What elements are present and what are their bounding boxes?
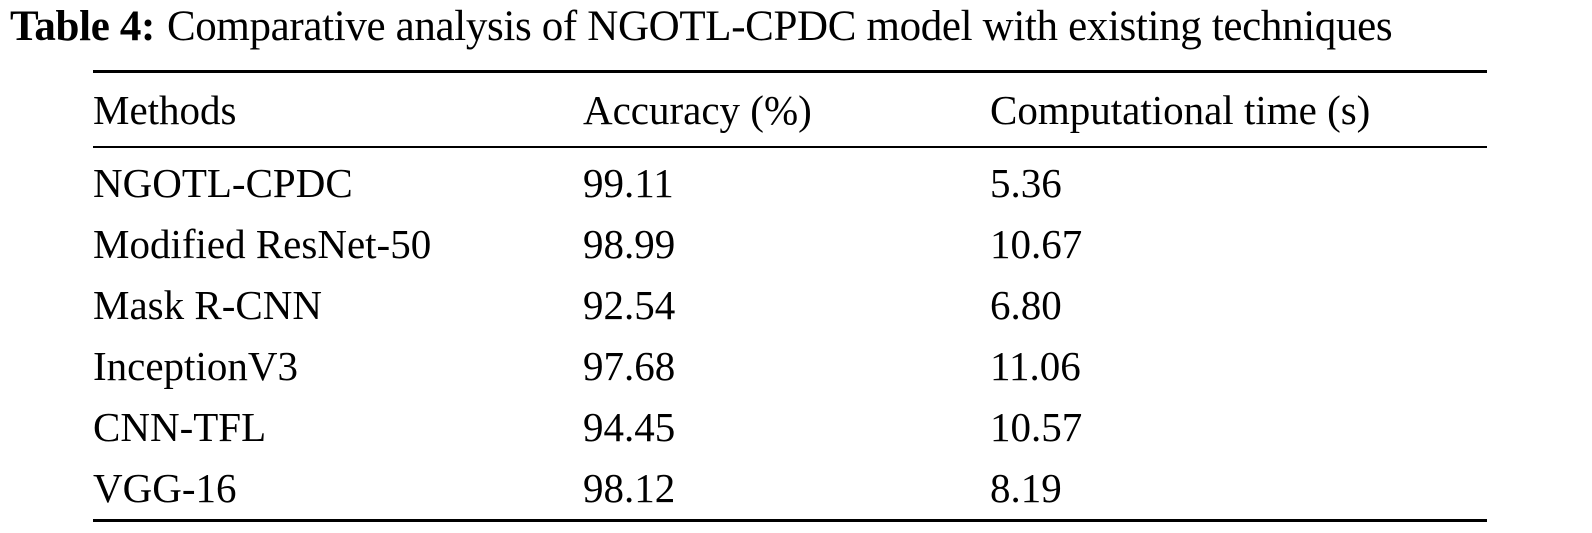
table-top-rule [93, 70, 1487, 73]
time-cell: 5.36 [990, 160, 1062, 206]
method-cell: VGG-16 [93, 465, 237, 511]
method-cell: InceptionV3 [93, 343, 298, 389]
time-cell: 10.67 [990, 221, 1083, 267]
table-row: NGOTL-CPDC 99.11 5.36 [93, 153, 1487, 214]
time-cell: 6.80 [990, 282, 1062, 328]
accuracy-cell: 94.45 [583, 404, 676, 450]
table-caption-label: Table 4: [10, 3, 155, 50]
accuracy-cell: 97.68 [583, 343, 676, 389]
accuracy-cell: 98.12 [583, 465, 676, 511]
header-computational-time: Computational time (s) [990, 87, 1371, 133]
method-cell: Modified ResNet-50 [93, 221, 432, 267]
accuracy-cell: 98.99 [583, 221, 676, 267]
table-row: CNN-TFL 94.45 10.57 [93, 397, 1487, 458]
time-cell: 10.57 [990, 404, 1083, 450]
time-cell: 8.19 [990, 465, 1062, 511]
table-row: Mask R-CNN 92.54 6.80 [93, 275, 1487, 336]
table-row: VGG-16 98.12 8.19 [93, 458, 1487, 519]
table-header-rule [93, 146, 1487, 148]
table-caption: Table 4: Comparative analysis of NGOTL-CP… [10, 2, 1585, 52]
table-header: Methods Accuracy (%) Computational time … [93, 78, 1487, 142]
header-row: Methods Accuracy (%) Computational time … [93, 78, 1487, 142]
method-cell: Mask R-CNN [93, 282, 322, 328]
method-cell: CNN-TFL [93, 404, 267, 450]
header-methods: Methods [93, 87, 237, 133]
table-caption-text: Comparative analysis of NGOTL-CPDC model… [166, 3, 1393, 50]
table-row: InceptionV3 97.68 11.06 [93, 336, 1487, 397]
header-accuracy: Accuracy (%) [583, 87, 812, 133]
table-body: NGOTL-CPDC 99.11 5.36 Modified ResNet-50… [93, 153, 1487, 519]
time-cell: 11.06 [990, 343, 1081, 389]
accuracy-cell: 99.11 [583, 160, 674, 206]
method-cell: NGOTL-CPDC [93, 160, 353, 206]
accuracy-cell: 92.54 [583, 282, 676, 328]
table-bottom-rule [93, 519, 1487, 522]
table-row: Modified ResNet-50 98.99 10.67 [93, 214, 1487, 275]
